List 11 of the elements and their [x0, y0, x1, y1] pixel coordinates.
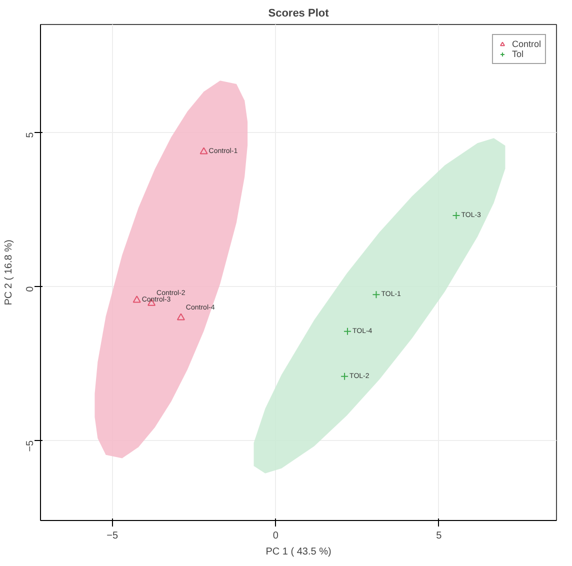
y-tick-label: 5	[25, 132, 36, 138]
y-axis-title: PC 2 ( 16.8 %)	[4, 240, 14, 306]
x-tick-label: 0	[272, 530, 279, 542]
y-tick-label: −5	[25, 440, 36, 452]
x-tick-label: 5	[436, 530, 442, 542]
x-axis-title: PC 1 ( 43.5 %)	[266, 546, 332, 558]
y-tick-label: 0	[25, 286, 36, 292]
legend-label: Control	[512, 39, 541, 49]
legend-label: Tol	[512, 49, 524, 59]
chart-title: Scores Plot	[268, 8, 330, 20]
x-tick-label: −5	[106, 530, 118, 542]
